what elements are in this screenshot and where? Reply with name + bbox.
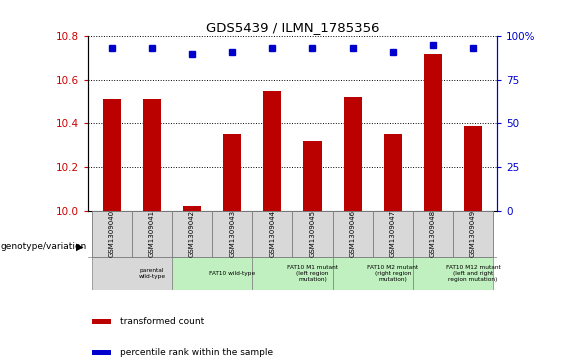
Bar <box>453 211 493 257</box>
Text: GSM1309042: GSM1309042 <box>189 210 195 257</box>
Text: FAT10 wild-type: FAT10 wild-type <box>209 271 255 276</box>
Text: GSM1309048: GSM1309048 <box>430 210 436 257</box>
Bar <box>384 134 402 211</box>
Text: FAT10 M12 mutant
(left and right
region mutation): FAT10 M12 mutant (left and right region … <box>446 265 501 282</box>
Bar <box>103 99 121 211</box>
Bar <box>413 211 453 257</box>
Text: GSM1309040: GSM1309040 <box>108 210 115 257</box>
Text: transformed count: transformed count <box>120 317 204 326</box>
Bar <box>333 257 413 290</box>
Bar <box>92 350 111 355</box>
Bar <box>252 257 333 290</box>
Bar <box>344 97 362 211</box>
Bar <box>464 126 482 211</box>
Bar <box>172 257 252 290</box>
Text: GSM1309047: GSM1309047 <box>390 210 396 257</box>
Text: GSM1309043: GSM1309043 <box>229 210 235 257</box>
Bar <box>252 211 293 257</box>
Bar <box>223 134 241 211</box>
Bar <box>132 211 172 257</box>
Text: parental
wild-type: parental wild-type <box>138 268 166 279</box>
Text: percentile rank within the sample: percentile rank within the sample <box>120 348 273 357</box>
Title: GDS5439 / ILMN_1785356: GDS5439 / ILMN_1785356 <box>206 21 379 34</box>
Bar <box>263 91 281 211</box>
Bar <box>293 211 333 257</box>
Text: GSM1309041: GSM1309041 <box>149 210 155 257</box>
Bar <box>143 99 161 211</box>
Bar <box>92 257 172 290</box>
Text: GSM1309044: GSM1309044 <box>270 210 275 257</box>
Text: FAT10 M1 mutant
(left region
mutation): FAT10 M1 mutant (left region mutation) <box>287 265 338 282</box>
Text: GSM1309045: GSM1309045 <box>310 210 315 257</box>
Bar <box>212 211 252 257</box>
Bar <box>92 211 132 257</box>
Bar <box>333 211 373 257</box>
Text: GSM1309049: GSM1309049 <box>470 210 476 257</box>
Bar <box>373 211 413 257</box>
Text: GSM1309046: GSM1309046 <box>350 210 355 257</box>
Text: ▶: ▶ <box>76 242 84 252</box>
Text: genotype/variation: genotype/variation <box>1 242 87 251</box>
Bar <box>413 257 493 290</box>
Text: FAT10 M2 mutant
(right region
mutation): FAT10 M2 mutant (right region mutation) <box>367 265 418 282</box>
Bar <box>424 54 442 211</box>
Bar <box>92 319 111 324</box>
Bar <box>183 206 201 211</box>
Bar <box>303 141 321 211</box>
Bar <box>172 211 212 257</box>
